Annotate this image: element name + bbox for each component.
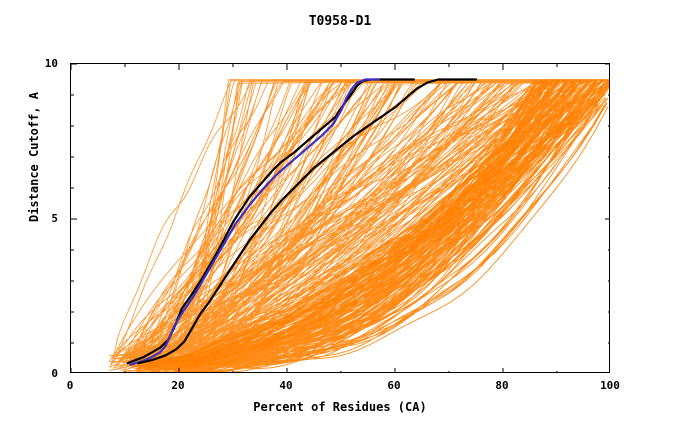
x-tick-label-20: 20: [171, 379, 185, 392]
page-title: T0958-D1: [308, 14, 372, 29]
x-tick-label-40: 40: [279, 379, 293, 392]
series-highlight-black-right: [137, 78, 478, 365]
plot-area: [70, 63, 610, 373]
x-axis-label: Percent of Residues (CA): [253, 400, 427, 414]
highlight-curves-group: [126, 78, 478, 366]
y-axis-label: Distance Cutoff, A: [27, 91, 41, 223]
y-tick-label-10: 10: [44, 57, 58, 70]
x-tick-label-0: 0: [66, 379, 74, 392]
x-tick-label-60: 60: [387, 379, 401, 392]
axis-ticks-group: [71, 64, 609, 372]
x-tick-label-100: 100: [600, 379, 620, 392]
x-tick-label-80: 80: [495, 379, 509, 392]
y-tick-label-0: 0: [51, 367, 58, 380]
plot-svg: [71, 64, 609, 372]
background-curves-group: [108, 79, 609, 372]
y-tick-label-5: 5: [51, 212, 58, 225]
series-highlight-blue: [129, 78, 380, 366]
